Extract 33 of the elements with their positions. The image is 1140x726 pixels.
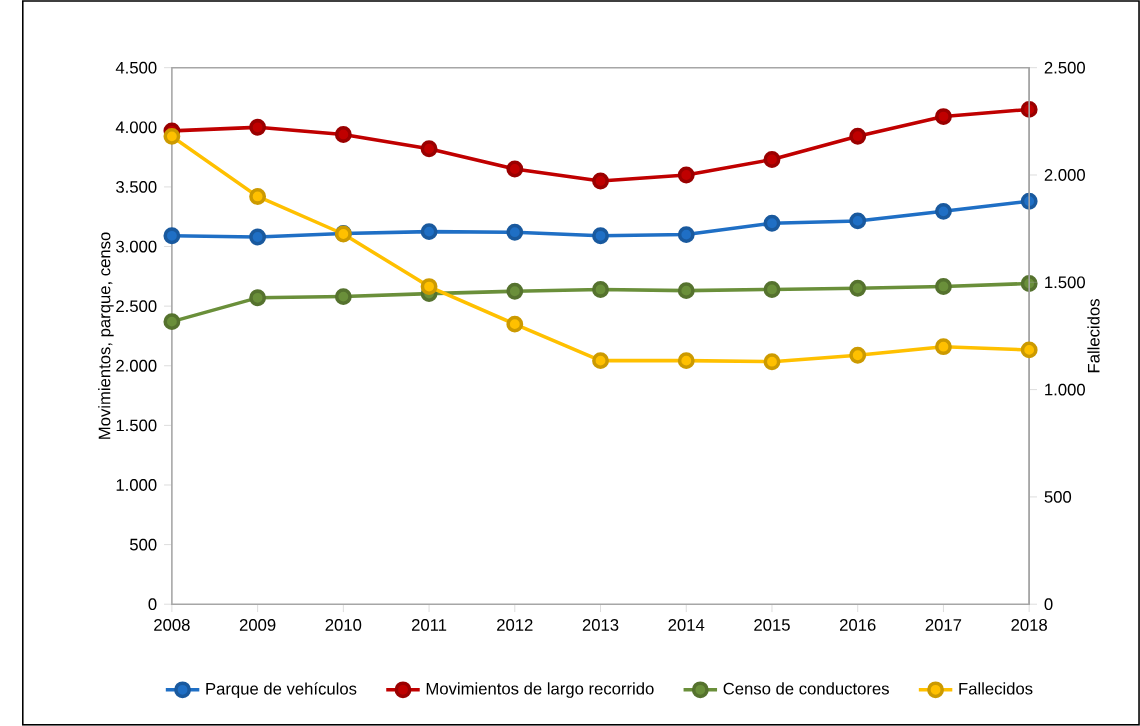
x-tick-label: 2008 [154,619,190,631]
x-tick-label: 2011 [411,619,447,631]
x-tick-label: 2017 [925,619,962,631]
y2-axis-title: Fallecidos [1087,299,1100,373]
legend-label: Censo de conductores [723,682,889,695]
y-tick-label: 1.500 [116,419,157,432]
x-tick-label: 2015 [754,619,790,631]
y-tick-label: 4.000 [115,121,157,134]
y-tick-label: 2.500 [116,300,157,313]
y-tick-label: 3.500 [116,181,157,193]
y2-tick-label: 1.500 [1045,276,1085,289]
y-axis-title: Movimientos, parque, censo [98,232,114,439]
y-tick-label: 2.000 [116,359,157,372]
y-tick-label: 1.000 [116,479,157,491]
y-tick-label: 3.000 [116,240,157,253]
legend-label: Parque de vehículos [206,682,357,699]
legend-label: Movimientos de largo recorrido [426,682,654,698]
x-tick-label: 2018 [1011,619,1047,631]
y2-tick-label: 1.000 [1045,383,1085,396]
y-tick-label: 0 [148,598,157,611]
y2-tick-label: 500 [1044,491,1072,503]
x-tick-label: 2013 [582,619,619,631]
x-tick-label: 2009 [239,619,276,631]
y2-tick-label: 0 [1044,598,1053,611]
legend-label: Fallecidos [959,682,1033,695]
x-tick-label: 2014 [668,619,705,631]
x-tick-label: 2016 [840,619,876,631]
x-tick-label: 2012 [497,619,533,631]
y2-tick-label: 2.000 [1044,169,1085,181]
y-tick-label: 500 [129,538,157,551]
y2-tick-label: 2.500 [1044,61,1085,74]
y-tick-label: 4.500 [115,61,157,74]
x-tick-label: 2010 [325,619,362,631]
